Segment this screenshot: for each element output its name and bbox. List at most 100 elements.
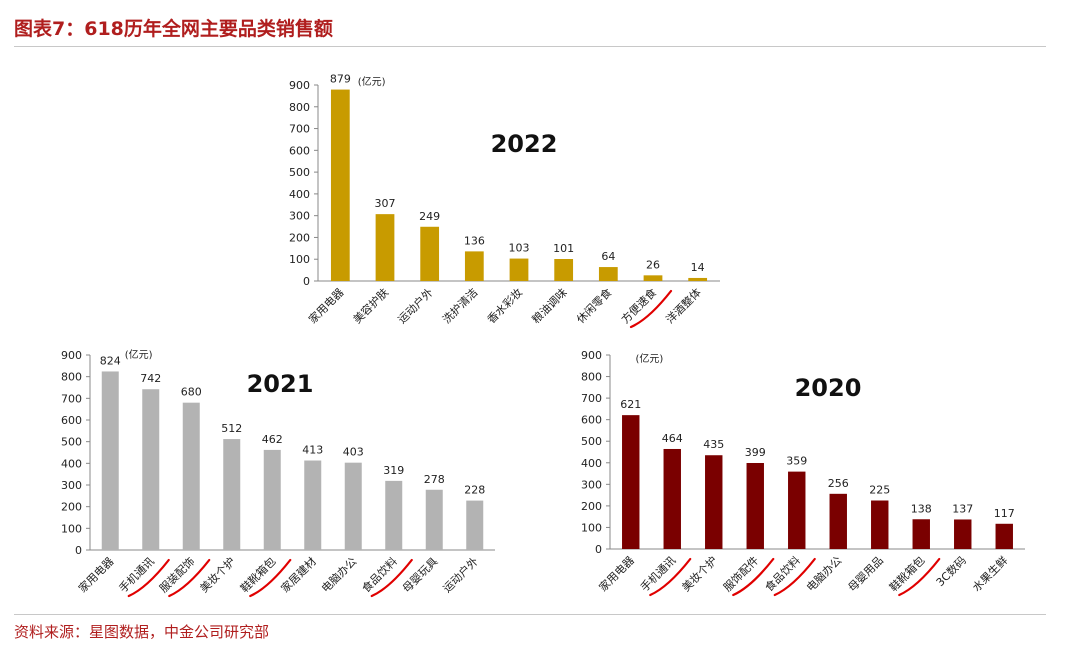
data-label: 136	[464, 234, 485, 247]
data-label: 413	[302, 444, 323, 457]
x-tick-label: 食品饮料	[762, 553, 803, 594]
x-tick-label: 运动户外	[440, 554, 481, 595]
data-label: 319	[383, 464, 404, 477]
y-tick-label: 800	[289, 101, 310, 114]
x-tick-label: 家用电器	[596, 553, 637, 594]
data-label: 249	[419, 210, 440, 223]
bar	[554, 259, 574, 281]
bar	[598, 267, 618, 281]
data-label: 824	[100, 354, 121, 367]
y-tick-label: 300	[289, 210, 310, 223]
y-tick-label: 400	[581, 457, 602, 470]
data-label: 742	[140, 372, 161, 385]
y-tick-label: 100	[581, 521, 602, 534]
y-tick-label: 600	[581, 414, 602, 427]
highlight-mark	[168, 558, 211, 598]
bar	[425, 489, 443, 550]
data-label: 26	[646, 258, 660, 271]
x-tick-label: 运动户外	[395, 285, 436, 326]
data-label: 101	[553, 242, 574, 255]
x-tick-label: 美妆个护	[679, 553, 720, 594]
source-note: 资料来源：星图数据，中金公司研究部	[14, 623, 270, 641]
y-tick-label: 700	[581, 392, 602, 405]
highlight-mark	[649, 557, 692, 597]
y-tick-label: 500	[289, 166, 310, 179]
data-label: 399	[745, 446, 766, 459]
y-tick-label: 500	[61, 436, 82, 449]
data-label: 117	[994, 507, 1015, 520]
y-tick-label: 200	[61, 501, 82, 514]
y-tick-label: 900	[289, 79, 310, 92]
x-tick-label: 鞋靴箱包	[237, 554, 278, 595]
bar	[466, 500, 484, 550]
y-tick-label: 700	[61, 392, 82, 405]
bar	[182, 402, 200, 550]
bar	[330, 89, 350, 281]
y-tick-label: 100	[289, 253, 310, 266]
x-tick-label: 洋酒整体	[663, 285, 704, 326]
data-label: 359	[786, 455, 807, 468]
bar	[263, 449, 281, 550]
data-label: 103	[509, 242, 530, 255]
y-tick-label: 600	[289, 144, 310, 157]
x-tick-label: 家居建材	[278, 554, 319, 595]
data-label: 228	[464, 484, 485, 497]
title-divider	[14, 46, 1046, 47]
bar	[385, 480, 403, 550]
x-tick-label: 食品饮料	[359, 554, 400, 595]
bar	[995, 523, 1013, 549]
x-tick-label: 家用电器	[75, 554, 116, 595]
data-label: 512	[221, 422, 242, 435]
y-tick-label: 0	[303, 275, 310, 288]
y-tick-label: 200	[289, 231, 310, 244]
highlight-mark	[898, 557, 941, 597]
bar	[223, 439, 241, 550]
x-tick-label: 母婴用品	[846, 554, 886, 594]
bar	[688, 277, 708, 281]
data-label: 462	[262, 433, 283, 446]
year-label: 2020	[795, 374, 862, 402]
bar	[509, 258, 529, 281]
data-label: 403	[343, 446, 364, 459]
data-label: 680	[181, 386, 202, 399]
bar	[829, 493, 847, 549]
x-tick-label: 电脑办公	[319, 555, 359, 595]
bar	[871, 500, 889, 549]
unit-label: (亿元)	[125, 348, 153, 361]
bar	[420, 226, 440, 281]
y-tick-label: 900	[61, 349, 82, 362]
y-tick-label: 300	[61, 479, 82, 492]
bar	[663, 448, 681, 549]
x-tick-label: 方便速食	[618, 285, 659, 326]
bar	[746, 462, 764, 549]
data-label: 879	[330, 73, 351, 86]
x-tick-label: 手机通讯	[637, 553, 678, 594]
data-label: 225	[869, 484, 890, 497]
data-label: 435	[703, 438, 724, 451]
x-tick-label: 手机通讯	[116, 554, 157, 595]
x-tick-label: 洗护清洁	[439, 285, 480, 326]
data-label: 464	[662, 432, 683, 445]
x-tick-label: 美妆个护	[197, 554, 238, 595]
bar	[464, 251, 484, 281]
highlight-mark	[127, 558, 170, 598]
bar	[622, 415, 640, 549]
bar	[344, 462, 362, 550]
y-tick-label: 0	[75, 544, 82, 557]
bar	[643, 275, 663, 281]
data-label: 256	[828, 477, 849, 490]
x-tick-label: 香水彩妆	[485, 286, 525, 326]
highlight-mark	[773, 557, 816, 597]
figure-title: 图表7：618历年全网主要品类销售额	[14, 18, 333, 40]
unit-label: (亿元)	[358, 75, 386, 88]
bar	[375, 214, 395, 281]
data-label: 14	[691, 261, 705, 274]
x-tick-label: 美容护肤	[350, 285, 391, 326]
y-tick-label: 900	[581, 349, 602, 362]
data-label: 621	[620, 398, 641, 411]
highlight-mark	[249, 558, 292, 598]
bar	[788, 471, 806, 549]
y-tick-label: 800	[581, 371, 602, 384]
y-tick-label: 0	[595, 543, 602, 556]
y-tick-label: 100	[61, 522, 82, 535]
